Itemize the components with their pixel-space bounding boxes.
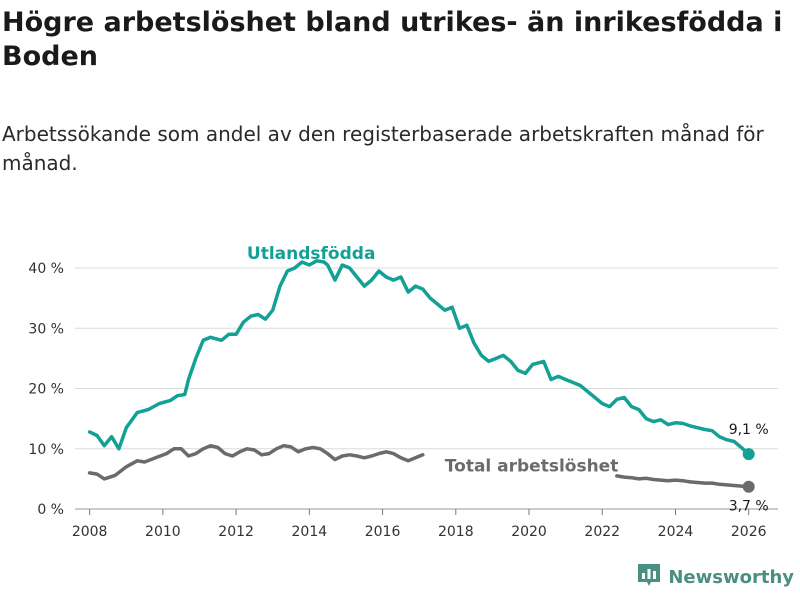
- x-tick-label: 2012: [218, 524, 254, 540]
- brand-logo[interactable]: Newsworthy: [636, 562, 794, 592]
- end-point-utlandsfodda: [742, 448, 755, 461]
- end-value-utlandsfodda: 9,1 %: [729, 422, 769, 438]
- series-lines: [87, 259, 755, 493]
- end-value-total-arbetsloshet: 3,7 %: [729, 499, 769, 515]
- x-tick-label: 2010: [145, 524, 181, 540]
- end-point-total-arbetsloshet: [742, 480, 755, 493]
- page-subtitle: Arbetssökande som andel av den registerb…: [2, 122, 764, 175]
- y-tick-label: 30 %: [28, 321, 64, 337]
- series-label-total-arbetsloshet: Total arbetslöshet: [445, 457, 619, 477]
- x-tick-label: 2020: [511, 524, 547, 540]
- x-tick-label: 2008: [72, 524, 108, 540]
- x-tick-label: 2018: [438, 524, 474, 540]
- series-label-utlandsfodda: Utlandsfödda: [247, 244, 376, 264]
- y-tick-label: 10 %: [28, 442, 64, 458]
- series-labels: Utlandsfödda Total arbetslöshet 9,1 % 3,…: [247, 244, 769, 515]
- x-axis-ticks: 2008 2010 2012 2014 2016 2018 2020 2022 2024 2026: [72, 509, 767, 540]
- y-tick-label: 40 %: [28, 261, 64, 277]
- series-line-total-arbetsloshet: [87, 443, 751, 489]
- y-tick-label: 20 %: [28, 382, 64, 398]
- x-tick-label: 2014: [292, 524, 328, 540]
- x-tick-label: 2024: [658, 524, 694, 540]
- brand-name: Newsworthy: [668, 566, 794, 588]
- page-title: Högre arbetslöshet bland utrikes- än inr…: [2, 7, 783, 72]
- x-tick-label: 2016: [365, 524, 401, 540]
- y-axis-ticks: 0 % 10 % 20 % 30 % 40 %: [28, 261, 64, 518]
- y-tick-label: 0 %: [37, 502, 64, 518]
- x-tick-label: 2022: [584, 524, 620, 540]
- x-tick-label: 2026: [731, 524, 767, 540]
- series-line-utlandsfodda: [87, 259, 751, 456]
- newsworthy-logo-icon: [636, 562, 662, 592]
- grid-lines: [75, 267, 778, 510]
